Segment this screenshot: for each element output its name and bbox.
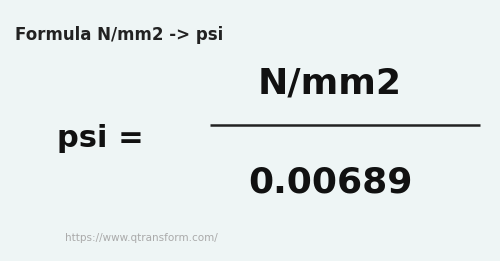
Text: N/mm2: N/mm2 — [258, 67, 402, 100]
Text: psi =: psi = — [56, 124, 144, 153]
Text: Formula N/mm2 -> psi: Formula N/mm2 -> psi — [15, 26, 223, 44]
Text: https://www.qtransform.com/: https://www.qtransform.com/ — [65, 233, 218, 243]
Text: 0.00689: 0.00689 — [248, 166, 412, 200]
